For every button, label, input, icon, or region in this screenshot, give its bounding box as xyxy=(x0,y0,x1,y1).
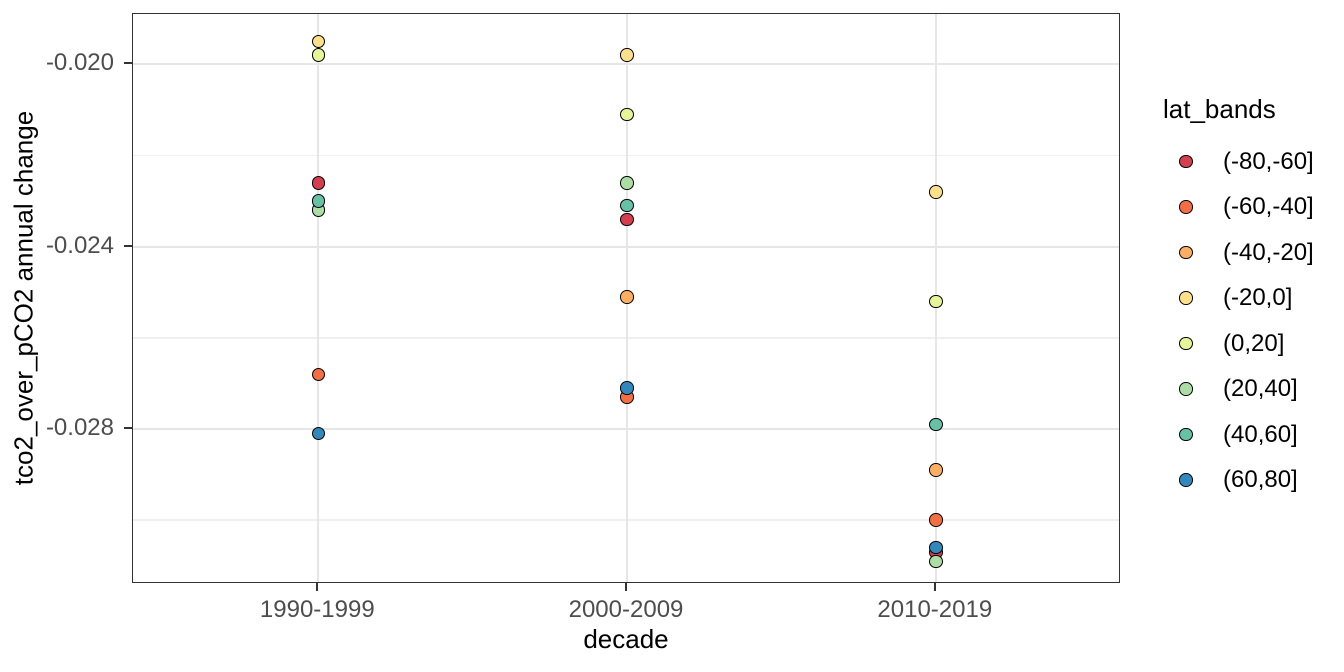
data-point xyxy=(929,185,943,199)
data-point xyxy=(620,176,634,190)
data-point xyxy=(620,48,634,62)
y-tick-mark xyxy=(124,62,132,65)
data-point xyxy=(929,417,943,432)
y-tick-mark xyxy=(124,427,132,429)
data-point xyxy=(311,367,325,381)
legend-key-dot xyxy=(1179,245,1193,260)
data-point xyxy=(620,198,634,213)
y-axis-title: tco2_over_pCO2 annual change xyxy=(8,110,39,486)
plot-panel xyxy=(132,13,1120,583)
x-tick-mark xyxy=(316,583,319,591)
x-axis-title: decade xyxy=(583,624,669,654)
data-point xyxy=(311,48,325,62)
legend-label: (0,20] xyxy=(1223,329,1285,357)
data-point xyxy=(929,294,943,308)
data-point xyxy=(311,426,325,441)
legend-label: (-80,-60] xyxy=(1223,147,1314,175)
y-tick-label: -0.024 xyxy=(45,231,114,259)
x-tick-mark xyxy=(933,583,936,591)
y-tick-label: -0.028 xyxy=(45,414,114,441)
legend-label: (-20,0] xyxy=(1223,284,1293,312)
y-tick-label: -0.020 xyxy=(45,49,114,77)
legend-key-dot xyxy=(1179,200,1193,214)
data-point xyxy=(929,540,943,555)
legend-title: lat_bands xyxy=(1163,94,1276,124)
legend-label: (20,40] xyxy=(1223,375,1298,403)
legend-label: (40,60] xyxy=(1223,420,1298,448)
gridline-major xyxy=(317,14,320,582)
data-point xyxy=(311,176,325,190)
x-tick-label: 2000-2009 xyxy=(568,596,684,623)
data-point xyxy=(311,194,325,208)
legend-label: (-60,-40] xyxy=(1223,193,1314,221)
legend-key-dot xyxy=(1179,427,1193,442)
legend-label: (-40,-20] xyxy=(1223,238,1314,266)
legend-key-dot xyxy=(1179,291,1193,305)
data-point xyxy=(311,34,325,49)
x-tick-label: 2010-2019 xyxy=(877,596,993,623)
legend-key-dot xyxy=(1179,154,1193,169)
x-tick-label: 1990-1999 xyxy=(259,596,375,623)
data-point xyxy=(929,463,943,477)
data-point xyxy=(620,107,634,122)
data-point xyxy=(929,554,943,568)
data-point xyxy=(620,212,634,226)
legend-key-dot xyxy=(1179,382,1193,396)
y-tick-mark xyxy=(124,244,132,247)
legend-label: (60,80] xyxy=(1223,466,1298,494)
data-point xyxy=(929,513,943,527)
legend-key-dot xyxy=(1179,473,1193,487)
legend-key-dot xyxy=(1179,336,1193,351)
x-tick-mark xyxy=(625,583,627,591)
data-point xyxy=(620,290,634,304)
data-point xyxy=(620,381,634,395)
